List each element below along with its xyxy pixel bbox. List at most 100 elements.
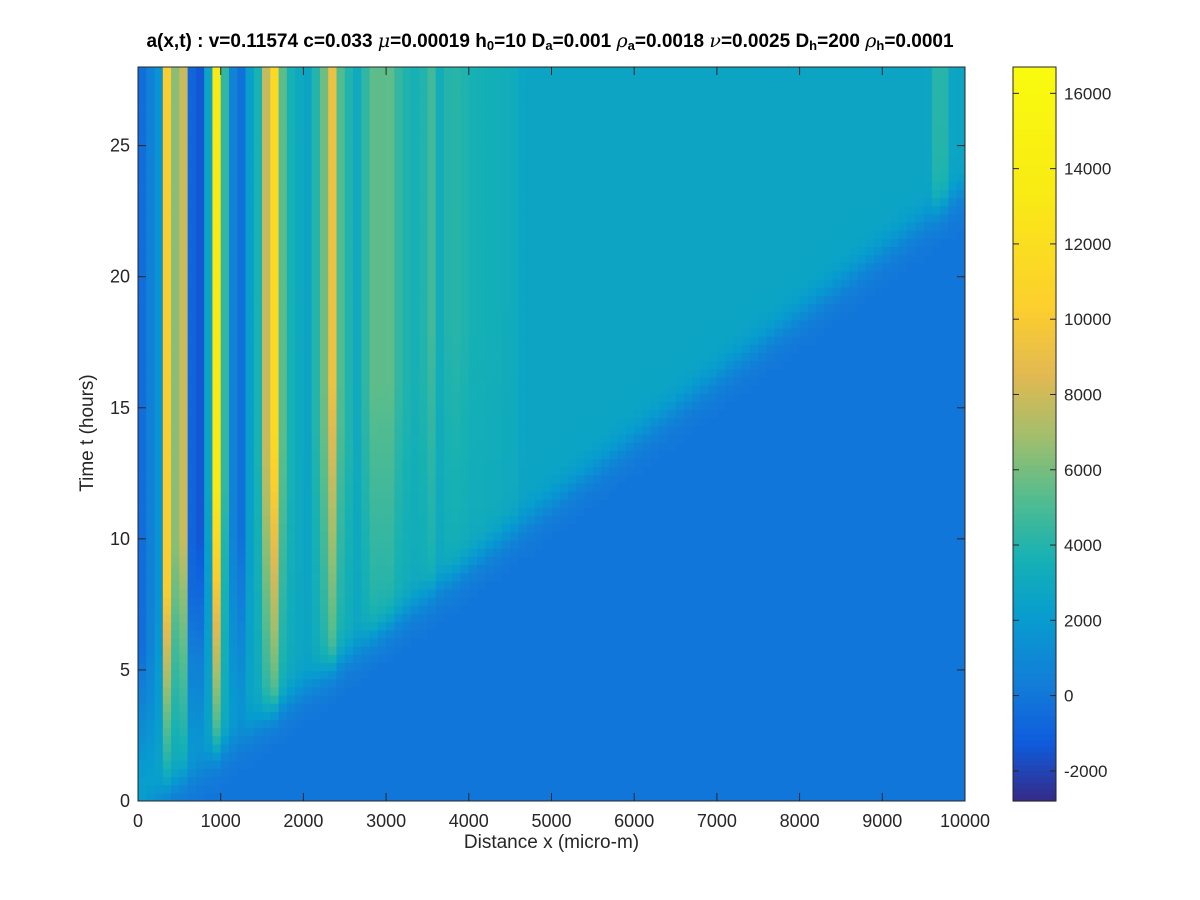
heatmap-cell [601, 654, 610, 663]
heatmap-cell [344, 515, 354, 525]
heatmap-cell [791, 670, 801, 680]
heatmap-cell [262, 499, 271, 508]
heatmap-cell [435, 499, 445, 508]
heatmap-cell [956, 776, 965, 786]
heatmap-cell [799, 442, 809, 451]
heatmap-cell [427, 466, 437, 476]
heatmap-cell [725, 442, 735, 451]
heatmap-cell [394, 776, 404, 786]
heatmap-cell [443, 646, 453, 655]
heatmap-cell [526, 425, 536, 435]
heatmap-cell [336, 442, 346, 451]
heatmap-cell [336, 735, 346, 745]
heatmap-cell [683, 450, 693, 460]
heatmap-cell [783, 711, 792, 721]
heatmap-cell [477, 458, 486, 468]
heatmap-cell [559, 719, 569, 729]
heatmap-cell [749, 662, 759, 672]
heatmap-cell [146, 637, 156, 647]
heatmap-cell [237, 580, 247, 590]
heatmap-cell [262, 491, 271, 500]
heatmap-cell [319, 637, 329, 647]
heatmap-cell [204, 556, 214, 566]
heatmap-cell [874, 515, 883, 525]
heatmap-cell [510, 743, 520, 753]
heatmap-cell [683, 694, 693, 704]
heatmap-cell [410, 580, 420, 590]
heatmap-cell [501, 442, 511, 451]
heatmap-cell [576, 442, 586, 451]
heatmap-cell [146, 393, 156, 402]
heatmap-cell [187, 678, 197, 688]
heatmap-cell [311, 735, 321, 745]
heatmap-cell [162, 703, 172, 712]
heatmap-cell [625, 792, 635, 801]
heatmap-cell [791, 776, 801, 786]
heatmap-cell [692, 703, 701, 712]
heatmap-cell [683, 686, 693, 696]
heatmap-cell [518, 442, 528, 451]
heatmap-cell [741, 784, 751, 794]
heatmap-cell [543, 621, 553, 631]
heatmap-cell [807, 768, 817, 778]
heatmap-cell [898, 531, 908, 541]
heatmap-cell [377, 686, 387, 696]
heatmap-cell [303, 743, 313, 753]
heatmap-cell [799, 613, 809, 623]
heatmap-cell [625, 743, 635, 753]
heatmap-cell [162, 540, 172, 549]
heatmap-cell [187, 760, 197, 769]
heatmap-cell [220, 507, 230, 517]
heatmap-cell [377, 491, 387, 500]
heatmap-cell [601, 792, 610, 801]
heatmap-cell [568, 776, 577, 786]
heatmap-cell [534, 629, 544, 639]
heatmap-cell [427, 686, 437, 696]
heatmap-cell [394, 434, 404, 443]
heatmap-cell [485, 401, 495, 411]
heatmap-cell [650, 703, 660, 712]
heatmap-cell [534, 450, 544, 460]
heatmap-cell [220, 401, 230, 411]
heatmap-cell [791, 605, 801, 615]
heatmap-cell [774, 727, 784, 737]
heatmap-cell [220, 531, 230, 541]
heatmap-cell [435, 458, 445, 468]
heatmap-cell [377, 662, 387, 672]
heatmap-cell [725, 531, 735, 541]
heatmap-cell [270, 540, 280, 549]
heatmap-cell [295, 491, 304, 500]
heatmap-cell [212, 768, 222, 778]
heatmap-cell [708, 760, 718, 769]
heatmap-cell [708, 752, 718, 761]
heatmap-cell [427, 393, 437, 402]
heatmap-cell [931, 515, 941, 525]
heatmap-cell [162, 743, 172, 753]
heatmap-cell [783, 458, 792, 468]
heatmap-cell [286, 531, 296, 541]
heatmap-cell [882, 597, 892, 606]
heatmap-cell [319, 670, 329, 680]
heatmap-cell [278, 425, 288, 435]
heatmap-cell [733, 442, 743, 451]
heatmap-cell [402, 662, 412, 672]
heatmap-cell [824, 417, 834, 427]
heatmap-cell [344, 654, 354, 663]
heatmap-cell [576, 466, 586, 476]
heatmap-cell [485, 768, 495, 778]
heatmap-cell [774, 458, 784, 468]
heatmap-cell [501, 507, 511, 517]
heatmap-cell [220, 670, 230, 680]
heatmap-cell [816, 523, 826, 533]
heatmap-cell [369, 711, 379, 721]
heatmap-cell [874, 482, 883, 492]
heatmap-cell [493, 662, 503, 672]
heatmap-cell [824, 629, 834, 639]
heatmap-cell [890, 621, 900, 631]
heatmap-cell [617, 776, 627, 786]
heatmap-cell [882, 727, 892, 737]
heatmap-cell [915, 621, 925, 631]
heatmap-cell [493, 564, 503, 574]
heatmap-cell [617, 425, 627, 435]
heatmap-cell [708, 621, 718, 631]
